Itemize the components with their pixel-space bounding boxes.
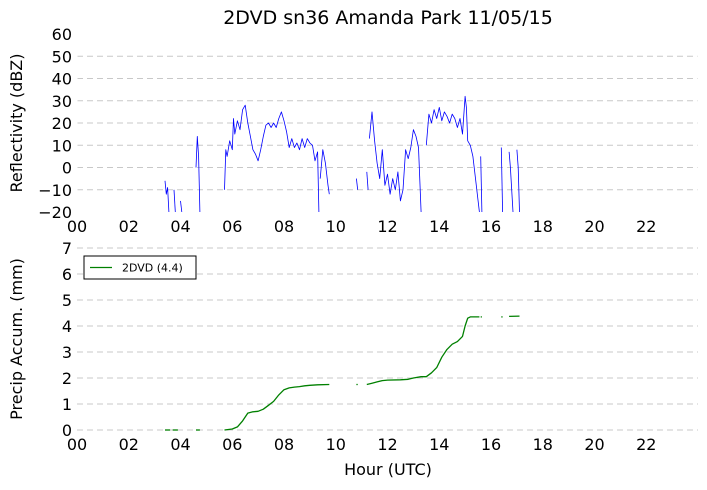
- reflectivity-x-tick-label: 18: [533, 217, 553, 236]
- precip-x-tick-label: 02: [119, 435, 139, 454]
- reflectivity-x-tick-label: 12: [377, 217, 397, 236]
- precip-x-tick-label: 06: [222, 435, 242, 454]
- reflectivity-y-axis-label: Reflectivity (dBZ): [7, 54, 26, 193]
- reflectivity-series-line: [164, 180, 170, 213]
- precip-y-tick-label: 6: [62, 265, 72, 284]
- precip-y-axis-label: Precip Accum. (mm): [7, 258, 26, 420]
- reflectivity-y-tick-label: 60: [52, 25, 72, 44]
- reflectivity-y-tick-labels: −20 −10 0 10 20 30 40 50 60: [38, 25, 72, 222]
- precip-y-tick-label: 0: [62, 421, 72, 440]
- reflectivity-series-line: [500, 147, 503, 213]
- precip-x-tick-label: 18: [533, 435, 553, 454]
- precip-series-line: [366, 316, 480, 386]
- reflectivity-x-tick-label: 20: [584, 217, 604, 236]
- chart-title: 2DVD sn36 Amanda Park 11/05/15: [223, 7, 553, 29]
- reflectivity-y-tick-label: 0: [62, 159, 72, 178]
- precip-x-tick-label: 12: [377, 435, 397, 454]
- precip-series-line: [224, 383, 330, 431]
- precip-y-tick-label: 7: [62, 239, 72, 258]
- reflectivity-x-tick-labels: 00 02 04 06 08 10 12 14 16 18 20 22: [67, 217, 657, 236]
- reflectivity-series-line: [369, 111, 422, 213]
- reflectivity-series-line: [508, 151, 514, 213]
- reflectivity-x-tick-label: 14: [429, 217, 449, 236]
- precip-y-tick-label: 3: [62, 343, 72, 362]
- reflectivity-series-line: [224, 104, 320, 213]
- precip-y-tick-label: 5: [62, 291, 72, 310]
- reflectivity-series-line: [480, 156, 483, 213]
- precip-x-tick-label: 16: [481, 435, 501, 454]
- reflectivity-series-line: [180, 200, 183, 213]
- precip-gridlines: [77, 247, 698, 431]
- legend-box: [83, 255, 197, 280]
- precip-x-tick-label: 22: [636, 435, 656, 454]
- reflectivity-x-tick-label: 00: [67, 217, 87, 236]
- legend: 2DVD (4.4): [83, 255, 197, 280]
- precip-x-axis-label: Hour (UTC): [344, 460, 432, 479]
- reflectivity-series-line: [366, 171, 369, 190]
- precip-x-tick-label: 20: [584, 435, 604, 454]
- reflectivity-y-tick-label: 30: [52, 92, 72, 111]
- reflectivity-x-tick-label: 06: [222, 217, 242, 236]
- precip-x-tick-label: 08: [274, 435, 294, 454]
- reflectivity-x-tick-label: 08: [274, 217, 294, 236]
- reflectivity-series-line: [173, 189, 176, 213]
- precip-series: [165, 315, 520, 431]
- precip-y-tick-label: 1: [62, 395, 72, 414]
- precip-y-tick-label: 2: [62, 369, 72, 388]
- reflectivity-x-tick-label: 22: [636, 217, 656, 236]
- precip-x-tick-label: 04: [170, 435, 190, 454]
- reflectivity-series-line: [195, 135, 201, 213]
- reflectivity-y-tick-label: 20: [52, 114, 72, 133]
- reflectivity-series: [164, 95, 520, 213]
- reflectivity-x-tick-label: 02: [119, 217, 139, 236]
- reflectivity-series-line: [356, 178, 359, 190]
- reflectivity-y-tick-label: 10: [52, 136, 72, 155]
- reflectivity-y-tick-label: −10: [38, 181, 72, 200]
- precip-x-tick-label: 14: [429, 435, 449, 454]
- precip-x-tick-label: 10: [326, 435, 346, 454]
- reflectivity-plot-area: [76, 33, 699, 213]
- precip-x-tick-labels: 00 02 04 06 08 10 12 14 16 18 20 22: [67, 435, 657, 454]
- reflectivity-series-line: [425, 95, 480, 213]
- reflectivity-panel: −20 −10 0 10 20 30 40 50 60 00 02 04 06 08 10 12 14 16 18…: [7, 7, 699, 236]
- reflectivity-y-tick-label: 50: [52, 47, 72, 66]
- reflectivity-x-tick-label: 04: [170, 217, 190, 236]
- legend-entry: 2DVD (4.4): [122, 262, 183, 275]
- precip-y-tick-labels: 0 1 2 3 4 5 6 7: [62, 239, 72, 440]
- reflectivity-series-line: [516, 149, 520, 213]
- precip-x-tick-label: 00: [67, 435, 87, 454]
- reflectivity-x-tick-label: 10: [326, 217, 346, 236]
- reflectivity-y-tick-label: −20: [38, 203, 72, 222]
- reflectivity-x-tick-label: 16: [481, 217, 501, 236]
- reflectivity-series-line: [319, 149, 330, 195]
- precip-y-tick-label: 4: [62, 317, 72, 336]
- reflectivity-y-tick-label: 40: [52, 70, 72, 89]
